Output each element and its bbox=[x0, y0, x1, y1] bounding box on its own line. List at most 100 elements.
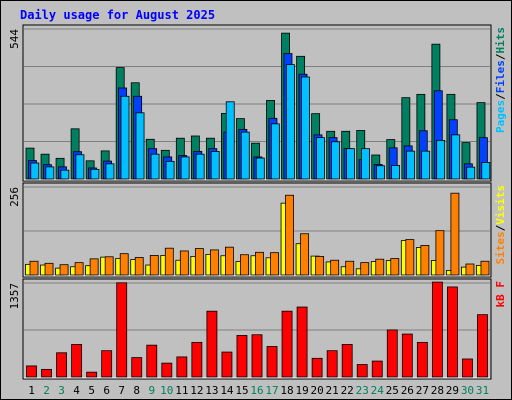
bar-kb-f bbox=[416, 341, 428, 378]
bar-pages bbox=[421, 150, 431, 180]
bar-pages bbox=[436, 139, 446, 180]
bar-sites bbox=[194, 248, 204, 276]
bar-pages bbox=[270, 123, 280, 180]
bar-sites bbox=[360, 262, 370, 276]
day-label: 30 bbox=[461, 384, 474, 397]
bar-pages bbox=[391, 165, 401, 180]
day-label: 18 bbox=[280, 384, 293, 397]
bar-sites bbox=[255, 251, 264, 276]
bar-pages bbox=[210, 151, 220, 180]
bar-pages bbox=[180, 156, 190, 180]
day-label: 2 bbox=[43, 384, 50, 397]
bar-sites bbox=[104, 256, 114, 276]
day-label: 29 bbox=[446, 384, 459, 397]
bar-kb-f bbox=[281, 310, 293, 378]
bar-kb-f bbox=[296, 306, 308, 378]
panel-border bbox=[22, 278, 492, 380]
day-label: 20 bbox=[311, 384, 324, 397]
bar-kb-f bbox=[86, 371, 98, 378]
bar-kb-f bbox=[266, 346, 278, 378]
legend-entry: / bbox=[494, 53, 507, 60]
day-label: 19 bbox=[295, 384, 308, 397]
bar-sites bbox=[420, 245, 430, 276]
bar-pages bbox=[45, 166, 55, 180]
bar-kb-f bbox=[191, 341, 203, 378]
panel-legend: kB F bbox=[494, 281, 507, 308]
bar-pages bbox=[195, 153, 205, 180]
day-label: 16 bbox=[250, 384, 263, 397]
day-label: 26 bbox=[401, 384, 414, 397]
day-label: 31 bbox=[476, 384, 489, 397]
bar-sites bbox=[149, 255, 159, 276]
bar-kb-f bbox=[477, 314, 488, 378]
bar-sites bbox=[119, 253, 129, 276]
day-label: 4 bbox=[73, 384, 80, 397]
bar-pages bbox=[225, 101, 235, 180]
legend-entry: Hits bbox=[494, 27, 507, 54]
bar-kb-f bbox=[71, 344, 83, 378]
day-label: 6 bbox=[103, 384, 110, 397]
bar-pages bbox=[481, 162, 491, 180]
bar-kb-f bbox=[236, 335, 248, 378]
bar-sites bbox=[405, 239, 415, 276]
day-label: 17 bbox=[265, 384, 278, 397]
bar-kb-f bbox=[131, 357, 143, 378]
bar-pages bbox=[75, 154, 85, 180]
panel-border bbox=[22, 24, 492, 182]
bar-kb-f bbox=[206, 310, 218, 378]
legend-entry: / bbox=[494, 224, 507, 231]
bar-pages bbox=[240, 131, 250, 180]
chart-title: Daily usage for August 2025 bbox=[20, 8, 215, 22]
bar-pages bbox=[285, 64, 295, 180]
bar-kb-f bbox=[41, 368, 52, 378]
bar-pages bbox=[105, 163, 115, 180]
bar-pages bbox=[150, 153, 160, 180]
bar-sites bbox=[89, 258, 99, 276]
bar-sites bbox=[59, 264, 69, 276]
bar-kb-f bbox=[371, 360, 383, 378]
bar-sites bbox=[375, 258, 385, 276]
bar-pages bbox=[346, 148, 355, 180]
day-label: 7 bbox=[118, 384, 125, 397]
day-label: 12 bbox=[190, 384, 203, 397]
bar-kb-f bbox=[311, 357, 323, 378]
day-label: 22 bbox=[341, 384, 354, 397]
day-label: 13 bbox=[205, 384, 218, 397]
bar-kb-f bbox=[101, 350, 113, 378]
bar-pages bbox=[376, 165, 385, 180]
bar-sites bbox=[164, 247, 174, 276]
bar-kb-f bbox=[221, 351, 233, 378]
legend-entry: Pages bbox=[494, 100, 507, 133]
bar-kb-f bbox=[326, 350, 338, 378]
bar-sites bbox=[300, 233, 310, 276]
panel-max-label: 544 bbox=[8, 29, 21, 49]
day-label: 11 bbox=[175, 384, 188, 397]
bar-kb-f bbox=[146, 344, 158, 378]
bar-sites bbox=[179, 250, 189, 276]
bar-sites bbox=[315, 256, 325, 276]
panel-legend: Sites/Visits bbox=[494, 185, 507, 265]
bar-kb-f bbox=[446, 286, 458, 378]
bar-kb-f bbox=[462, 358, 473, 378]
bar-pages bbox=[406, 150, 416, 180]
bar-pages bbox=[316, 137, 325, 180]
bar-pages bbox=[361, 148, 370, 180]
bar-sites bbox=[270, 252, 279, 276]
bar-sites bbox=[134, 257, 144, 276]
bar-kb-f bbox=[251, 334, 263, 378]
bar-pages bbox=[451, 134, 461, 180]
legend-entry: Files bbox=[494, 60, 507, 93]
day-label: 9 bbox=[148, 384, 155, 397]
bar-sites bbox=[285, 194, 294, 276]
bar-kb-f bbox=[176, 356, 188, 378]
bar-kb-f bbox=[431, 281, 443, 378]
bar-sites bbox=[480, 260, 490, 276]
day-label: 10 bbox=[160, 384, 173, 397]
bar-sites bbox=[225, 246, 234, 276]
day-label: 3 bbox=[58, 384, 65, 397]
day-label: 23 bbox=[356, 384, 369, 397]
bar-kb-f bbox=[116, 282, 128, 378]
bar-sites bbox=[74, 262, 84, 276]
bar-pages bbox=[120, 95, 130, 180]
